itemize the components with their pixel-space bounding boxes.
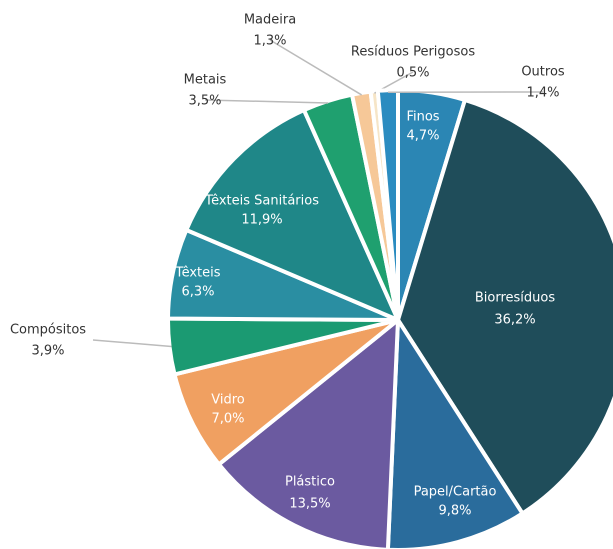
value-label: 3,5% (188, 94, 221, 109)
value-label: 9,8% (438, 504, 471, 519)
leader-line (204, 99, 329, 104)
pie-slice (385, 313, 526, 549)
value-label: 11,9% (241, 213, 282, 228)
slice-label: Papel/Cartão (414, 485, 497, 500)
leader-line (269, 39, 363, 96)
slice-label: Madeira (244, 13, 296, 28)
slice-label: Biorresíduos (475, 291, 555, 306)
value-label: 7,0% (211, 412, 244, 427)
value-label: 36,2% (494, 313, 535, 328)
slice-label: Resíduos Perigosos (351, 45, 475, 60)
slice-label: Têxteis (174, 266, 220, 281)
value-label: 4,7% (406, 129, 439, 144)
value-label: 13,5% (289, 497, 330, 512)
value-label: 1,4% (526, 86, 559, 101)
slice-label: Vidro (211, 393, 245, 408)
value-label: 6,3% (181, 285, 214, 300)
slice-label: Metais (184, 73, 227, 88)
value-label: 3,9% (31, 344, 64, 359)
value-label: 0,5% (396, 66, 429, 81)
pie-slice (375, 87, 400, 321)
slice-label: Têxteis Sanitários (204, 194, 319, 209)
pie-slice (216, 315, 401, 549)
pie-slice (395, 97, 613, 517)
leader-line (92, 339, 172, 348)
slice-label: Plástico (285, 475, 335, 490)
value-label: 1,3% (253, 34, 286, 49)
pie-slice (183, 107, 402, 324)
slice-label: Compósitos (10, 323, 86, 338)
slice-label: Outros (521, 65, 565, 80)
slice-label: Finos (406, 110, 439, 125)
